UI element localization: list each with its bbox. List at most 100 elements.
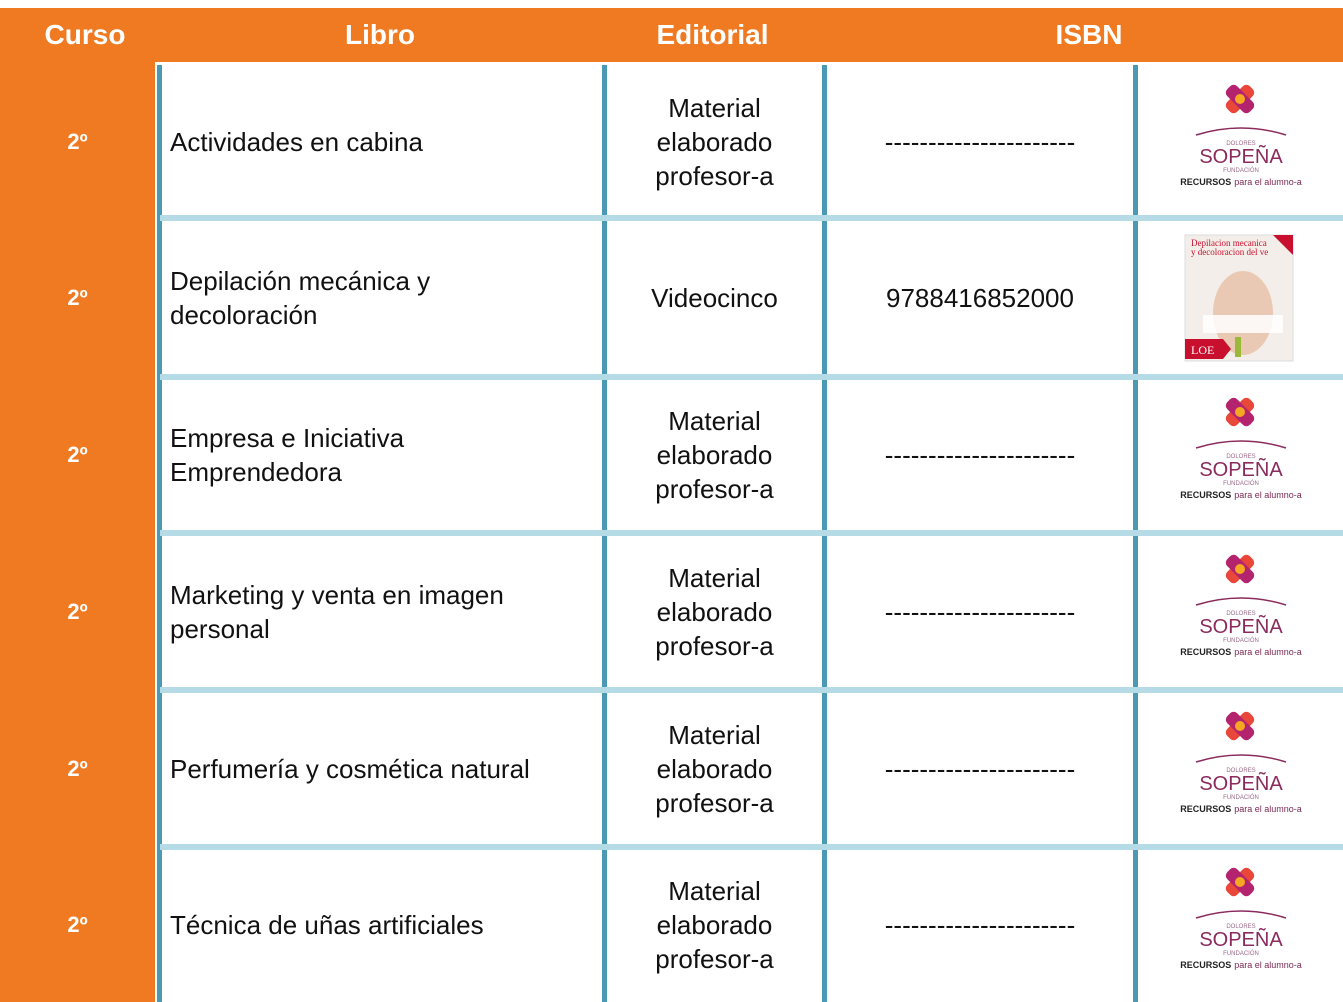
editorial-cell: Material elaborado profesor-a — [607, 692, 822, 845]
row-divider — [160, 530, 1343, 536]
cover-title-line: Depilacion mecanica — [1191, 238, 1267, 248]
editorial-text: Material elaborado profesor-a — [655, 719, 774, 818]
cover-corner — [1272, 234, 1293, 255]
logo-dot — [1234, 720, 1245, 731]
cover-title: Depilacion mecanica y decoloracion del ve — [1191, 238, 1268, 257]
resource-cell: DOLORES SOPEÑA FUNDACIÓN RECURSOS para el al… — [1138, 849, 1343, 1000]
cover-figure — [1212, 270, 1273, 355]
caption-bold: RECURSOS — [1180, 804, 1231, 814]
logo-arc — [1195, 596, 1286, 606]
resource-cell: Depilacion mecanica y decoloracion del ve… — [1138, 220, 1343, 375]
logo-top: DOLORES — [1226, 924, 1255, 930]
editorial-cell: Material elaborado profesor-a — [607, 67, 822, 216]
isbn-cell: ---------------------- — [884, 596, 1076, 627]
logo-caption: RECURSOS para el alumno-a — [1180, 647, 1302, 657]
resource-cell: DOLORES SOPEÑA FUNDACIÓN RECURSOS para el al… — [1138, 692, 1343, 845]
header-cell: Curso — [0, 8, 170, 62]
logo-top: DOLORES — [1226, 454, 1255, 460]
curso-cell: 2º — [67, 598, 88, 624]
curso-column — [0, 8, 155, 1002]
cover-title-line: y decoloracion del ve — [1191, 247, 1268, 257]
editorial-text: Material elaborado profesor-a — [655, 92, 774, 191]
logo-dot — [1234, 93, 1245, 104]
caption-rest: para el alumno-a — [1234, 960, 1302, 970]
resource-cell: DOLORES SOPEÑA FUNDACIÓN RECURSOS para el al… — [1138, 535, 1343, 688]
cover-badge — [1184, 338, 1231, 359]
caption-rest: para el alumno-a — [1234, 177, 1302, 187]
logo-caption: RECURSOS para el alumno-a — [1180, 804, 1302, 814]
row-divider — [160, 844, 1343, 850]
logo-dot — [1234, 876, 1245, 887]
logo-name: SOPEÑA — [1199, 927, 1283, 951]
caption-bold: RECURSOS — [1180, 647, 1231, 657]
logo-dot — [1234, 563, 1245, 574]
logo-sub: FUNDACIÓN — [1223, 167, 1259, 174]
editorial-cell: Material elaborado profesor-a — [607, 535, 822, 688]
editorial-text: Material elaborado profesor-a — [655, 875, 774, 974]
isbn-cell: 9788416852000 — [886, 282, 1074, 313]
curso-cell: 2º — [67, 442, 88, 467]
isbn-cell: ---------------------- — [884, 440, 1076, 470]
logo-arc — [1195, 909, 1286, 919]
isbn-cell: ---------------------- — [884, 753, 1076, 784]
logo-name: SOPEÑA — [1199, 614, 1283, 638]
caption-bold: RECURSOS — [1180, 960, 1231, 970]
caption-rest: para el alumno-a — [1234, 490, 1302, 500]
libro-text: Empresa e Iniciativa Emprendedora — [170, 423, 405, 487]
logo-arc — [1195, 440, 1286, 449]
cover-strip — [1234, 336, 1241, 357]
caption-bold: RECURSOS — [1180, 490, 1231, 500]
logo-sub: FUNDACIÓN — [1223, 637, 1259, 644]
libro-cell: Perfumería y cosmética natural — [160, 692, 602, 845]
caption-rest: para el alumno-a — [1234, 647, 1302, 657]
resource-cell: DOLORES SOPEÑA FUNDACIÓN RECURSOS para el al… — [1138, 379, 1343, 531]
row-divider — [160, 374, 1343, 380]
libro-text: Marketing y venta en imagen personal — [170, 579, 504, 644]
libro-cell: Empresa e Iniciativa Emprendedora — [160, 379, 602, 531]
resource-image: Depilacion mecanica y decoloracion del ve… — [1184, 234, 1293, 361]
libro-text: Técnica de uñas artificiales — [170, 909, 484, 940]
logo-top: DOLORES — [1226, 141, 1255, 147]
editorial-cell: Videocinco — [607, 220, 822, 375]
header-cell: Editorial — [590, 8, 835, 62]
logo-dot — [1234, 407, 1245, 417]
caption-bold: RECURSOS — [1180, 177, 1231, 187]
logo-arc — [1195, 126, 1286, 136]
isbn-cell: ---------------------- — [884, 909, 1076, 940]
logo-name: SOPEÑA — [1199, 144, 1283, 168]
logo-name: SOPEÑA — [1199, 457, 1283, 481]
logo-arc — [1195, 753, 1286, 763]
row-divider — [160, 687, 1343, 693]
cover-cloth — [1202, 314, 1283, 333]
libro-text: Perfumería y cosmética natural — [170, 753, 530, 784]
libro-cell: Marketing y venta en imagen personal — [160, 535, 602, 688]
editorial-text: Videocinco — [651, 282, 778, 313]
editorial-cell: Material elaborado profesor-a — [607, 849, 822, 1000]
libro-cell: Depilación mecánica y decoloración — [160, 220, 602, 375]
curso-cell: 2º — [67, 911, 88, 937]
logo-caption: RECURSOS para el alumno-a — [1180, 960, 1302, 970]
libro-text: Actividades en cabina — [170, 126, 423, 157]
resource-cell: DOLORES SOPEÑA FUNDACIÓN RECURSOS para el al… — [1138, 67, 1343, 216]
logo-name: SOPEÑA — [1199, 771, 1283, 795]
column-divider — [157, 65, 162, 1002]
logo-caption: RECURSOS para el alumno-a — [1180, 490, 1302, 500]
editorial-cell: Material elaborado profesor-a — [607, 379, 822, 531]
libro-cell: Actividades en cabina — [160, 67, 602, 216]
logo-sub: FUNDACIÓN — [1223, 950, 1259, 957]
logo-top: DOLORES — [1226, 768, 1255, 774]
editorial-text: Material elaborado profesor-a — [655, 562, 774, 661]
row-divider — [160, 215, 1343, 221]
header-cell: ISBN — [835, 8, 1343, 62]
curso-cell: 2º — [67, 755, 88, 781]
editorial-text: Material elaborado profesor-a — [655, 406, 774, 504]
curso-cell: 2º — [67, 284, 88, 310]
libro-text: Depilación mecánica y decoloración — [170, 265, 431, 330]
cover-badge-text: LOE — [1191, 343, 1214, 357]
curso-cell: 2º — [67, 128, 88, 154]
